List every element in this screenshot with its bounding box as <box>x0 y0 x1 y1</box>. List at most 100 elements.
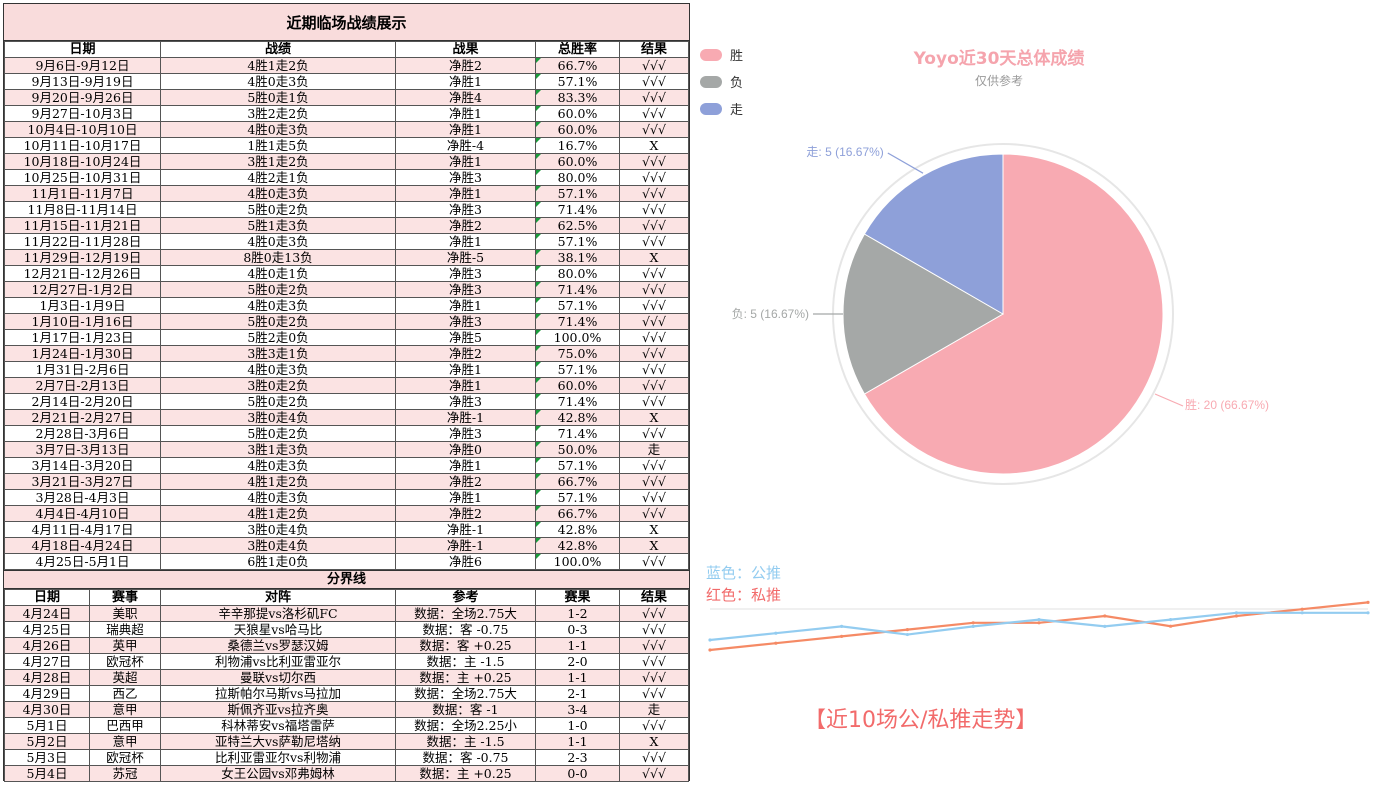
match-cell: 0-0 <box>535 765 620 782</box>
table-row: 4月25日-5月1日 6胜1走0负 净胜6 100.0% √√√ <box>4 553 689 570</box>
table-cell: 62.5% <box>535 217 620 234</box>
table-cell: 净胜-1 <box>395 537 536 554</box>
table-cell: √√√ <box>619 233 689 250</box>
table-cell: 走 <box>619 441 689 458</box>
match-cell: 曼联vs切尔西 <box>160 669 396 686</box>
table-cell: 57.1% <box>535 297 620 314</box>
trend-point <box>774 631 778 635</box>
match-cell: 4月28日 <box>4 669 90 686</box>
table-cell: 5胜0走2负 <box>160 425 396 442</box>
pie-slice-label: 走: 5 (16.67%) <box>806 145 883 159</box>
match-cell: √√√ <box>619 637 689 654</box>
table-cell: 净胜-1 <box>395 409 536 426</box>
match-cell: 2-3 <box>535 749 620 766</box>
match-cell: 数据：全场2.75大 <box>395 605 536 622</box>
match-cell: 5月4日 <box>4 765 90 782</box>
table-cell: 净胜-1 <box>395 521 536 538</box>
match-cell: 意甲 <box>89 701 161 718</box>
table-cell: 4胜0走3负 <box>160 361 396 378</box>
table-cell: X <box>619 137 689 154</box>
table-row: 3月7日-3月13日 3胜1走3负 净胜0 50.0% 走 <box>4 441 689 458</box>
match-cell: 科林蒂安vs福塔雷萨 <box>160 717 396 734</box>
table-cell: 83.3% <box>535 89 620 106</box>
match-cell: 1-1 <box>535 669 620 686</box>
legend-item: 胜 <box>700 45 743 64</box>
table-cell: 57.1% <box>535 73 620 90</box>
table-row: 1月17日-1月23日 5胜2走0负 净胜5 100.0% √√√ <box>4 329 689 346</box>
match-cell: √√√ <box>619 621 689 638</box>
table-cell: √√√ <box>619 217 689 234</box>
match-cell: √√√ <box>619 669 689 686</box>
match-cell: 走 <box>619 701 689 718</box>
table-cell: 100.0% <box>535 553 620 570</box>
table-cell: 4胜0走1负 <box>160 265 396 282</box>
column-header: 结果 <box>619 41 689 58</box>
match-row: 5月2日 意甲 亚特兰大vs萨勒尼塔纳 数据：主 -1.5 1-1 X <box>4 733 689 750</box>
table-cell: 9月27日-10月3日 <box>4 105 161 122</box>
table-cell: 3胜2走2负 <box>160 105 396 122</box>
legend-swatch <box>700 48 722 61</box>
match-row: 4月24日 美职 辛辛那提vs洛杉矶FC 数据：全场2.75大 1-2 √√√ <box>4 605 689 622</box>
table-cell: 10月11日-10月17日 <box>4 137 161 154</box>
table-cell: √√√ <box>619 505 689 522</box>
table-cell: 3胜0走4负 <box>160 521 396 538</box>
match-cell: 5月1日 <box>4 717 90 734</box>
pie-slice-走 <box>863 153 1004 315</box>
table-cell: 3月21日-3月27日 <box>4 473 161 490</box>
table-cell: X <box>619 409 689 426</box>
table-cell: 净胜2 <box>395 217 536 234</box>
table-row: 3月14日-3月20日 4胜0走3负 净胜1 57.1% √√√ <box>4 457 689 474</box>
table-cell: 57.1% <box>535 185 620 202</box>
match-cell: 欧冠杯 <box>89 749 161 766</box>
table-cell: 57.1% <box>535 233 620 250</box>
trend-line-chart <box>708 600 1370 652</box>
table-cell: 4胜2走1负 <box>160 169 396 186</box>
table-cell: 80.0% <box>535 169 620 186</box>
column-header: 战果 <box>395 41 536 58</box>
table-cell: 2月28日-3月6日 <box>4 425 161 442</box>
table-cell: 2月14日-2月20日 <box>4 393 161 410</box>
trend-point <box>905 632 909 637</box>
match-cell: 数据：客 -0.75 <box>395 749 536 766</box>
column-header: 参考 <box>395 589 536 606</box>
match-cell: 数据：全场2.25小 <box>395 717 536 734</box>
table-cell: X <box>619 249 689 266</box>
match-cell: 欧冠杯 <box>89 653 161 670</box>
table-row: 3月28日-4月3日 4胜0走3负 净胜1 57.1% √√√ <box>4 489 689 506</box>
table-cell: 净胜2 <box>395 473 536 490</box>
table-cell: 净胜1 <box>395 297 536 314</box>
table-cell: 11月15日-11月21日 <box>4 217 161 234</box>
table-cell: 42.8% <box>535 521 620 538</box>
trend-point <box>1234 611 1238 615</box>
legend-label: 胜 <box>730 48 744 63</box>
table-cell: 4月4日-4月10日 <box>4 505 161 522</box>
table-cell: √√√ <box>619 361 689 378</box>
table-cell: 10月25日-10月31日 <box>4 169 161 186</box>
table-cell: 71.4% <box>535 425 620 442</box>
table-cell: 净胜1 <box>395 185 536 202</box>
trend-point <box>840 634 844 638</box>
match-cell: 5月2日 <box>4 733 90 750</box>
trend-point <box>1234 614 1238 618</box>
trend-point <box>971 621 975 625</box>
match-cell: 巴西甲 <box>89 717 161 734</box>
table-cell: 60.0% <box>535 105 620 122</box>
column-header: 日期 <box>4 41 161 58</box>
column-header: 赛果 <box>535 589 620 606</box>
table-cell: 4胜0走3负 <box>160 73 396 90</box>
table-cell: √√√ <box>619 297 689 314</box>
table-cell: 净胜1 <box>395 361 536 378</box>
match-cell: 英甲 <box>89 637 161 654</box>
match-cell: √√√ <box>619 685 689 702</box>
match-cell: 4月25日 <box>4 621 90 638</box>
table-cell: 5胜0走2负 <box>160 313 396 330</box>
table-cell: √√√ <box>619 169 689 186</box>
legend-private: 红色：私推 <box>706 586 782 604</box>
trend-point <box>1037 618 1041 622</box>
trend-point <box>774 641 778 645</box>
column-header: 日期 <box>4 589 90 606</box>
match-cell: 0-3 <box>535 621 620 638</box>
match-cell: √√√ <box>619 653 689 670</box>
table-cell: 11月1日-11月7日 <box>4 185 161 202</box>
trend-point <box>1169 624 1173 628</box>
